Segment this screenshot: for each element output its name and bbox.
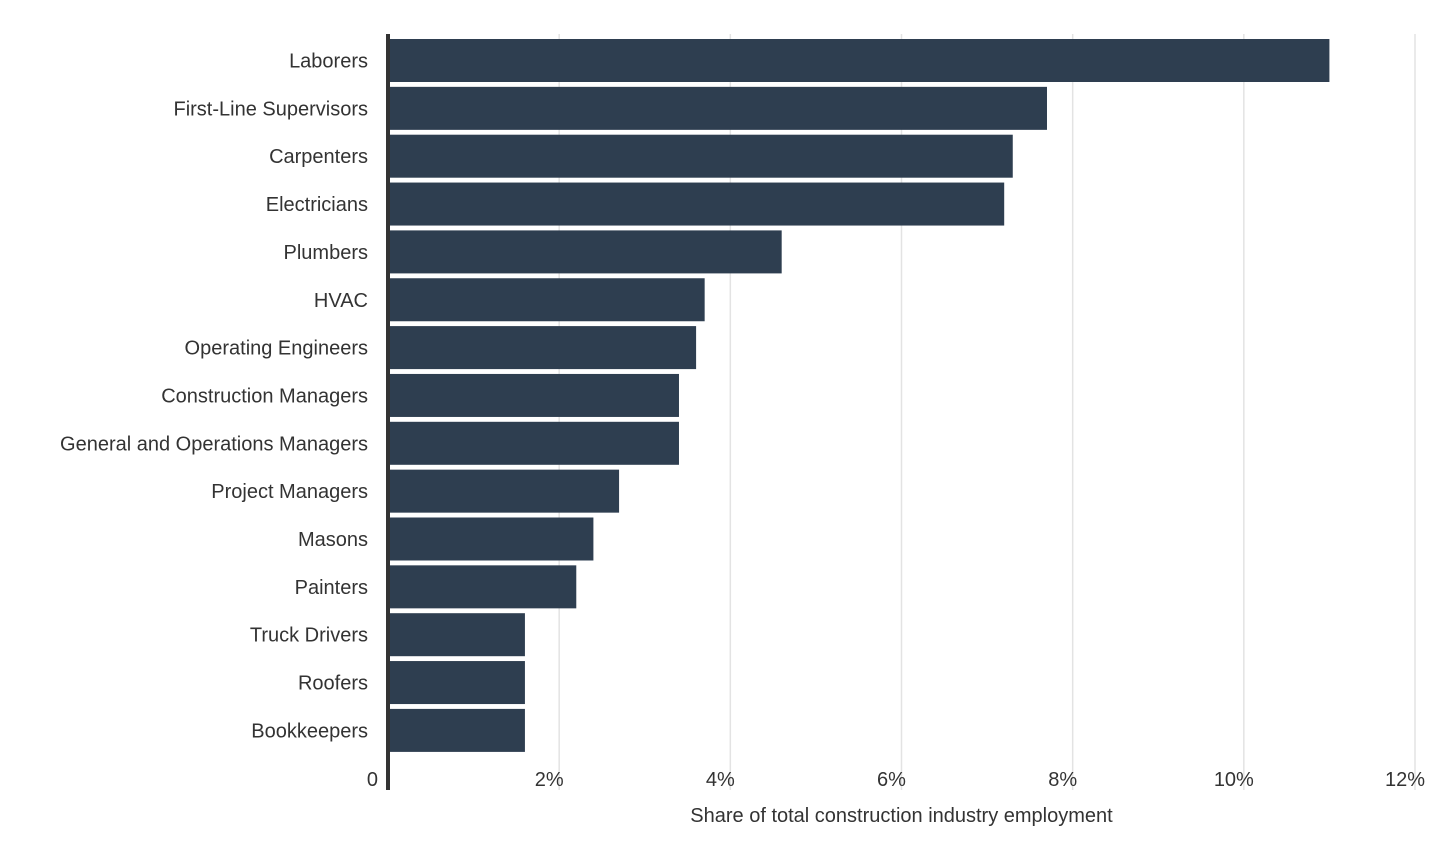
category-label: Roofers: [298, 673, 368, 695]
x-tick-label: 10%: [1214, 769, 1254, 791]
category-label: Painters: [295, 577, 368, 599]
category-label: Masons: [298, 529, 368, 551]
bar: [388, 517, 594, 561]
bar: [388, 86, 1047, 130]
x-tick-label: 4%: [706, 769, 735, 791]
bar: [388, 469, 620, 513]
bar: [388, 39, 1330, 82]
x-tick-label: 12%: [1385, 769, 1425, 791]
bars: [388, 39, 1330, 752]
bar: [388, 373, 679, 417]
bar: [388, 708, 525, 752]
category-label: Laborers: [289, 51, 368, 73]
bar: [388, 661, 525, 705]
bar: [388, 182, 1005, 226]
bar: [388, 134, 1013, 178]
x-tick-label: 2%: [535, 769, 564, 791]
category-label: General and Operations Managers: [60, 433, 368, 455]
x-tick-labels: 0 2% 4% 6% 8% 10% 12%: [367, 769, 1425, 791]
category-label: First-Line Supervisors: [173, 98, 368, 120]
category-label: Operating Engineers: [185, 338, 368, 360]
x-tick-label: 6%: [877, 769, 906, 791]
bar: [388, 565, 577, 609]
category-labels: Laborers First-Line Supervisors Carpenters…: [60, 51, 368, 743]
category-label: Construction Managers: [161, 385, 368, 407]
category-label: Bookkeepers: [251, 720, 368, 742]
bar: [388, 278, 705, 322]
x-tick-label: 0: [367, 769, 378, 791]
bar: [388, 326, 697, 370]
bar: [388, 421, 679, 465]
x-tick-label: 8%: [1048, 769, 1077, 791]
category-label: Carpenters: [269, 146, 368, 168]
bar: [388, 613, 525, 657]
bar: [388, 230, 782, 274]
category-label: Truck Drivers: [250, 625, 368, 647]
x-axis-title: Share of total construction industry emp…: [690, 805, 1113, 827]
category-label: Plumbers: [284, 242, 368, 264]
category-label: Project Managers: [211, 481, 368, 503]
category-label: Electricians: [266, 194, 368, 216]
category-label: HVAC: [314, 290, 368, 312]
